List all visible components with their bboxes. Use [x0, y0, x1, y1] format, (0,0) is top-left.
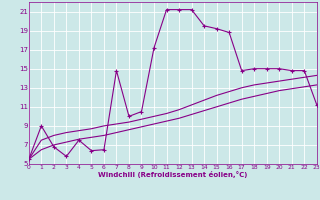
X-axis label: Windchill (Refroidissement éolien,°C): Windchill (Refroidissement éolien,°C)	[98, 171, 247, 178]
